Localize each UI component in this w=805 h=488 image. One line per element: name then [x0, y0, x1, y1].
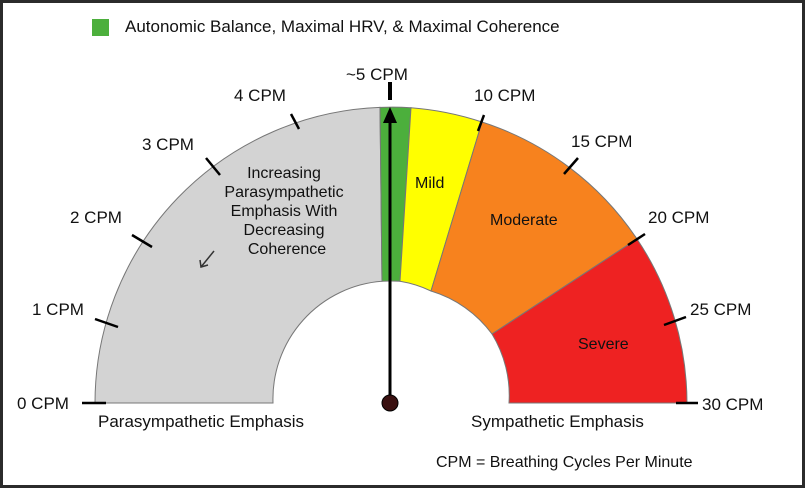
tick-3	[205, 157, 221, 176]
para-label-line-4: Decreasing	[244, 222, 325, 239]
tick-label-1: 1 CPM	[32, 300, 84, 319]
tick-label-5: ~5 CPM	[346, 65, 408, 84]
needle-arrowhead-icon	[383, 107, 397, 123]
tick-10	[476, 114, 486, 132]
moderate-label: Moderate	[490, 212, 558, 229]
mild-label: Mild	[415, 175, 444, 192]
tick-label-15: 15 CPM	[571, 132, 632, 151]
tick-15	[563, 157, 579, 175]
severe-label: Severe	[578, 336, 629, 353]
para-label-line-1: Increasing	[247, 165, 321, 182]
tick-label-0: 0 CPM	[17, 394, 69, 413]
parasympathetic-zone	[94, 106, 383, 404]
sympathetic-emphasis-label: Sympathetic Emphasis	[471, 412, 644, 431]
parasympathetic-emphasis-label: Parasympathetic Emphasis	[98, 412, 304, 431]
para-label-line-2: Parasympathetic	[224, 184, 343, 201]
gauge-needle	[383, 82, 397, 401]
moderate-zone	[430, 121, 638, 335]
legend-green-swatch	[92, 18, 109, 36]
tick-2	[131, 233, 153, 249]
para-label-line-5: Coherence	[248, 241, 326, 258]
tick-20	[627, 232, 646, 247]
legend: Autonomic Balance, Maximal HRV, & Maxima…	[92, 17, 560, 37]
tick-label-2: 2 CPM	[70, 208, 122, 227]
tick-label-25: 25 CPM	[690, 300, 751, 319]
severe-zone	[491, 238, 688, 404]
tick-label-20: 20 CPM	[648, 208, 709, 227]
para-label-line-3: Emphasis With	[231, 203, 338, 220]
tick-25	[663, 315, 687, 327]
tick-marks	[82, 113, 698, 405]
tick-label-4: 4 CPM	[234, 86, 286, 105]
legend-label: Autonomic Balance, Maximal HRV, & Maxima…	[125, 17, 560, 36]
tick-4	[289, 113, 301, 130]
tick-1	[94, 317, 119, 329]
down-left-arrow-icon	[199, 250, 215, 268]
cpm-footnote: CPM = Breathing Cycles Per Minute	[436, 454, 693, 471]
tick-label-10: 10 CPM	[474, 86, 535, 105]
needle-pivot	[381, 394, 399, 412]
parasympathetic-label: Increasing Parasympathetic Emphasis With…	[224, 165, 343, 258]
tick-label-3: 3 CPM	[142, 135, 194, 154]
tick-label-30: 30 CPM	[702, 395, 763, 414]
